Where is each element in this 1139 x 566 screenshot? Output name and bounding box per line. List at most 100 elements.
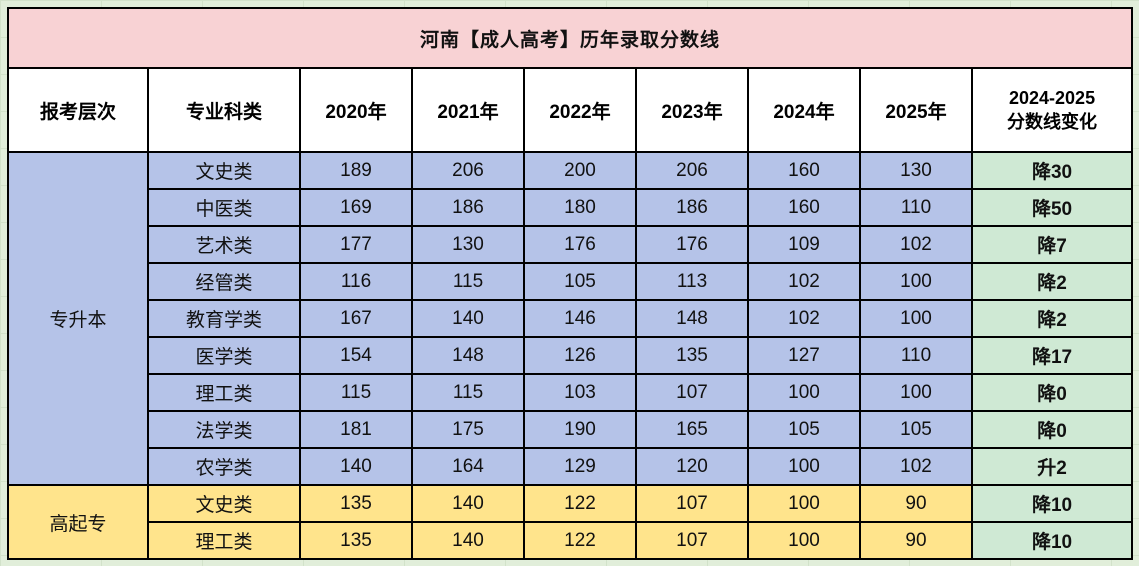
score-cell: 189: [299, 151, 413, 190]
category-cell: 农学类: [147, 447, 301, 486]
score-cell: 160: [747, 188, 861, 227]
score-cell: 165: [635, 410, 749, 449]
score-cell: 100: [859, 373, 973, 412]
header-row: 报考层次 专业科类 2020年 2021年 2022年 2023年 2024年 2025年 20…: [7, 67, 1134, 153]
category-cell: 医学类: [147, 336, 301, 375]
score-cell: 146: [523, 299, 637, 338]
change-cell: 升2: [970, 447, 1134, 486]
category-cell: 理工类: [147, 521, 301, 560]
score-cell: 129: [523, 447, 637, 486]
score-cell: 176: [635, 225, 749, 264]
score-cell: 109: [747, 225, 861, 264]
score-cell: 100: [747, 373, 861, 412]
score-cell: 140: [299, 447, 413, 486]
column-header-0: 报考层次: [7, 67, 149, 153]
table-row: 高起专 文史类 135 140 122 107 100 90 降10: [7, 484, 1134, 560]
score-cell: 113: [635, 262, 749, 301]
change-cell: 降0: [970, 410, 1134, 449]
column-header-6: 2024年: [747, 67, 861, 153]
table-row: 医学类 154 148 126 135 127 110 降17: [8, 336, 1134, 375]
category-cell: 理工类: [147, 373, 301, 412]
score-cell: 107: [635, 373, 749, 412]
score-cell: 175: [411, 410, 525, 449]
table-row: 农学类 140 164 129 120 100 102 升2: [8, 447, 1134, 486]
score-cell: 148: [635, 299, 749, 338]
score-cell: 102: [747, 299, 861, 338]
score-cell: 120: [635, 447, 749, 486]
change-cell: 降7: [970, 225, 1134, 264]
column-header-1: 专业科类: [147, 67, 301, 153]
change-cell: 降0: [970, 373, 1134, 412]
score-cell: 177: [299, 225, 413, 264]
score-cell: 90: [859, 484, 973, 523]
table-row: 经管类 116 115 105 113 102 100 降2: [8, 262, 1134, 301]
score-cell: 186: [411, 188, 525, 227]
score-cell: 180: [523, 188, 637, 227]
score-cell: 176: [523, 225, 637, 264]
column-header-2: 2020年: [299, 67, 413, 153]
score-cell: 115: [411, 373, 525, 412]
column-header-4: 2022年: [523, 67, 637, 153]
table-row: 艺术类 177 130 176 176 109 102 降7: [8, 225, 1134, 264]
score-cell: 206: [635, 151, 749, 190]
table-row: 中医类 169 186 180 186 160 110 降50: [8, 188, 1134, 227]
category-cell: 教育学类: [147, 299, 301, 338]
column-header-3: 2021年: [411, 67, 525, 153]
score-cell: 102: [747, 262, 861, 301]
column-header-5: 2023年: [635, 67, 749, 153]
change-cell: 降2: [970, 262, 1134, 301]
table-body: 专升本 文史类 189 206 200 206 160 130 降30 中医类 169 186 180 1…: [7, 151, 1134, 560]
score-cell: 130: [859, 151, 973, 190]
score-cell: 160: [747, 151, 861, 190]
table-row: 理工类 135 140 122 107 100 90 降10: [8, 521, 1134, 560]
score-cell: 206: [411, 151, 525, 190]
level-cell: 专升本: [7, 151, 149, 486]
category-cell: 文史类: [147, 151, 301, 190]
score-cell: 127: [747, 336, 861, 375]
column-header-8: 2024-2025 分数线变化: [970, 67, 1134, 153]
level-cell: 高起专: [7, 484, 149, 560]
score-cell: 103: [523, 373, 637, 412]
score-cell: 135: [299, 484, 413, 523]
score-cell: 135: [299, 521, 413, 560]
score-cell: 100: [859, 262, 973, 301]
score-cell: 100: [747, 447, 861, 486]
score-cell: 110: [859, 188, 973, 227]
score-cell: 100: [859, 299, 973, 338]
score-cell: 100: [747, 521, 861, 560]
table-row: 教育学类 167 140 146 148 102 100 降2: [8, 299, 1134, 338]
page-title: 河南【成人高考】历年录取分数线: [6, 7, 1134, 69]
title-row: 河南【成人高考】历年录取分数线: [6, 7, 1134, 69]
change-cell: 降30: [970, 151, 1134, 190]
score-cell: 200: [523, 151, 637, 190]
category-cell: 法学类: [147, 410, 301, 449]
change-cell: 降2: [970, 299, 1134, 338]
category-cell: 中医类: [147, 188, 301, 227]
score-cell: 167: [299, 299, 413, 338]
change-cell: 降50: [970, 188, 1134, 227]
score-cell: 100: [747, 484, 861, 523]
table-row: 专升本 文史类 189 206 200 206 160 130 降30: [7, 151, 1134, 486]
score-cell: 115: [299, 373, 413, 412]
score-cell: 105: [523, 262, 637, 301]
score-cell: 105: [747, 410, 861, 449]
score-cell: 140: [411, 521, 525, 560]
score-cell: 148: [411, 336, 525, 375]
table-row: 理工类 115 115 103 107 100 100 降0: [8, 373, 1134, 412]
score-cell: 107: [635, 484, 749, 523]
category-cell: 文史类: [147, 484, 301, 523]
score-cell: 116: [299, 262, 413, 301]
score-cell: 110: [859, 336, 973, 375]
score-table: 河南【成人高考】历年录取分数线 报考层次 专业科类 2020年 2021年 2022年 2…: [6, 7, 1134, 560]
score-cell: 115: [411, 262, 525, 301]
score-cell: 164: [411, 447, 525, 486]
column-header-7: 2025年: [859, 67, 973, 153]
score-cell: 122: [523, 521, 637, 560]
score-cell: 102: [859, 447, 973, 486]
score-cell: 181: [299, 410, 413, 449]
score-cell: 169: [299, 188, 413, 227]
score-cell: 190: [523, 410, 637, 449]
change-cell: 降10: [970, 484, 1134, 523]
score-cell: 102: [859, 225, 973, 264]
